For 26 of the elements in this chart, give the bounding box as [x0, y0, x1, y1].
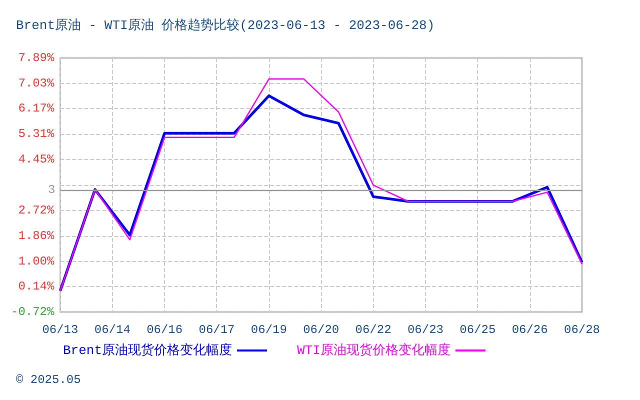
- legend-label: WTI原油现货价格变化幅度: [297, 342, 450, 358]
- x-tick-label: 06/23: [407, 323, 444, 337]
- y-tick-label: 7.03%: [18, 76, 55, 90]
- y-tick-label: 5.31%: [18, 127, 55, 142]
- x-tick-label: 06/26: [512, 323, 548, 337]
- y-tick-label: -0.72%: [10, 305, 55, 319]
- y-tick-label: 7.89%: [18, 51, 55, 65]
- x-tick-label: 06/13: [42, 323, 78, 337]
- x-tick-label: 06/16: [146, 323, 183, 337]
- ref-line-label: 3: [48, 182, 56, 197]
- legend-label: Brent原油现货价格变化幅度: [62, 342, 232, 358]
- x-tick-label: 06/28: [564, 323, 600, 337]
- y-tick-label: 4.45%: [18, 152, 55, 166]
- x-tick-label: 06/17: [198, 323, 235, 337]
- y-tick-label: 0.14%: [18, 280, 55, 294]
- y-tick-label: 1.86%: [18, 228, 55, 243]
- x-tick-label: 06/22: [355, 323, 392, 337]
- x-tick-label: 06/19: [250, 323, 287, 337]
- y-tick-label: 2.72%: [18, 204, 55, 218]
- x-tick-label: 06/20: [303, 323, 340, 337]
- y-tick-label: 1.00%: [18, 254, 55, 268]
- text: © 2025.05: [16, 373, 81, 387]
- y-tick-label: 6.17%: [18, 102, 55, 116]
- chart-title: Brent原油 - WTI原油 价格趋势比较(2023-06-13 - 2023-06-28): [16, 18, 435, 33]
- x-tick-label: 06/14: [94, 323, 130, 337]
- x-tick-label: 06/25: [460, 323, 496, 337]
